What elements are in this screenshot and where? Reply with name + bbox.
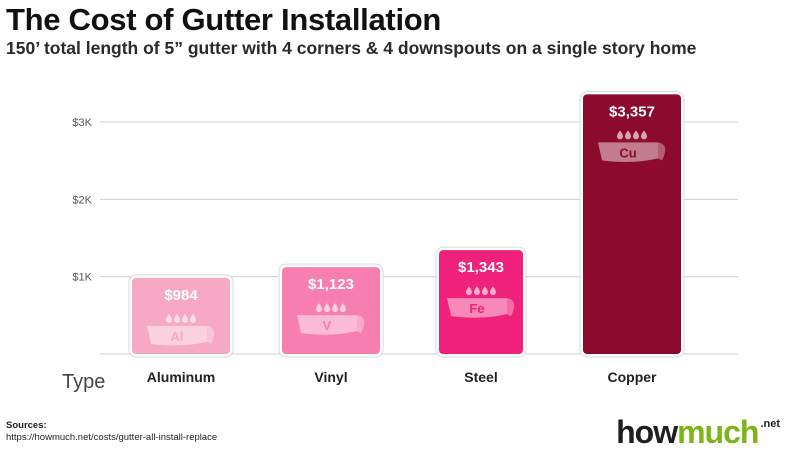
water-drop-icon [340,303,346,313]
bar-value-label: $1,123 [308,276,354,293]
bar-value-label: $3,357 [609,103,655,120]
chart-title: The Cost of Gutter Installation [6,2,442,37]
bar-value-label: $1,343 [458,259,504,276]
gutter-icon: Fe [447,286,515,318]
gutter-icon: V [297,303,365,335]
bar-group: $1,123 V Vinyl [278,263,384,385]
bar-value-label: $984 [164,287,198,304]
bar [132,277,230,354]
water-drop-icon [316,303,322,313]
water-drop-icon [482,286,488,296]
water-drop-icon [174,313,180,323]
gutter-icon: Al [147,313,215,346]
gutter-end-icon [357,315,365,334]
howmuch-logo[interactable]: howmuch .net [616,414,780,451]
water-drop-icon [466,286,472,296]
element-symbol: Cu [619,145,636,160]
bar [583,94,681,354]
sources-url[interactable]: https://howmuch.net/costs/gutter-all-ins… [6,432,218,443]
water-drop-icon [166,313,172,323]
water-drop-icon [190,313,196,323]
element-symbol: Fe [469,301,484,316]
gutter-end-icon [658,142,666,161]
logo-how: how [616,414,678,450]
gutter-end-icon [207,325,215,344]
y-tick-label: $3K [72,117,92,129]
water-drop-icon [182,313,188,323]
water-drop-icon [474,286,480,296]
y-tick-label: $2K [72,194,92,206]
x-tick-label: Steel [464,369,497,385]
gutter-icon: Cu [598,130,666,162]
x-axis-title: Type [62,371,106,393]
gutter-trough-icon [598,142,658,162]
element-symbol: V [323,318,332,333]
sources-label: Sources: [6,420,47,431]
gutter-trough-icon [447,298,507,318]
gutter-trough-icon [147,325,207,346]
water-drop-icon [633,130,639,140]
gutter-trough-icon [297,315,357,335]
water-drop-icon [625,130,631,140]
bar-group: $984 Al Aluminum [128,274,234,385]
y-tick-label: $1K [72,272,92,284]
logo-tld: .net [760,418,780,430]
water-drop-icon [324,303,330,313]
x-tick-label: Vinyl [314,369,347,385]
bar-group: $3,357 Cu Copper [579,90,685,385]
gutter-end-icon [507,298,515,317]
chart-subtitle: 150’ total length of 5” gutter with 4 co… [6,38,697,58]
logo-much: much [677,414,759,450]
element-symbol: Al [171,329,184,344]
x-tick-label: Copper [608,369,658,385]
water-drop-icon [641,130,647,140]
bar [439,250,523,354]
bar [282,267,380,354]
bar-group: $1,343 Fe Steel [435,246,527,385]
bar-chart: $1K $2K $3K $984 Al Aluminum $1,123 V Vinyl $1,34… [72,90,738,385]
x-tick-label: Aluminum [147,369,215,385]
water-drop-icon [617,130,623,140]
water-drop-icon [332,303,338,313]
sources-note: Sources: https://howmuch.net/costs/gutte… [6,420,217,444]
water-drop-icon [490,286,497,296]
